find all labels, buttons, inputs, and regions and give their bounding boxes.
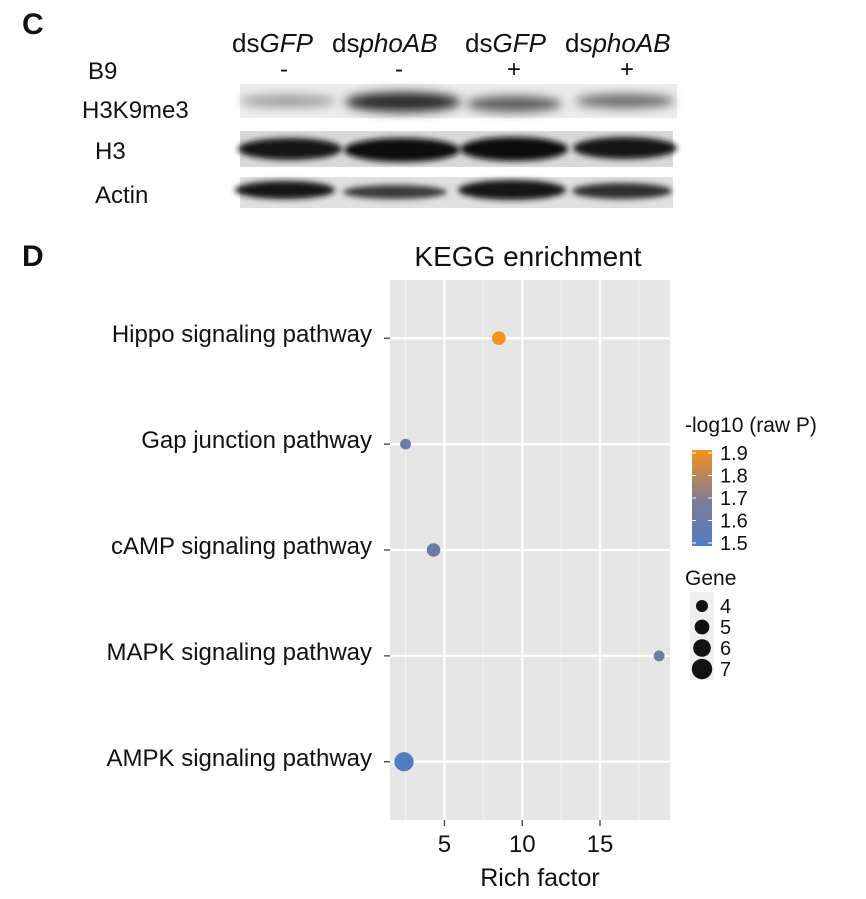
blot-label-h3: H3 (95, 138, 126, 165)
lane-label-3: dsGFP (465, 28, 546, 59)
lane-4-gene: phoAB (592, 28, 671, 58)
blot-strip-h3 (238, 131, 677, 167)
y-category-label: Gap junction pathway (141, 427, 372, 454)
color-legend-tick-label: 1.8 (720, 466, 748, 488)
lane-1-b9-sign: - (280, 56, 288, 83)
color-bar (692, 450, 712, 546)
color-legend-tick-label: 1.5 (720, 533, 748, 555)
x-tick-label: 10 (509, 831, 536, 858)
lane-1-gene: GFP (259, 28, 313, 58)
size-legend-dot (693, 639, 711, 657)
kegg-enrichment-chart: KEGG enrichment 5 10 15 Hippo signaling pat… (107, 241, 817, 892)
size-legend-title: Gene (685, 567, 736, 590)
blot-label-h3k9me3: H3K9me3 (82, 97, 189, 124)
lane-label-2: dsphoAB (332, 28, 438, 59)
y-category-label: cAMP signaling pathway (111, 533, 372, 560)
blot-strip-actin (235, 177, 673, 208)
lane-3-gene: GFP (492, 28, 546, 58)
data-point (400, 438, 411, 450)
color-legend-title: -log10 (raw P) (685, 414, 817, 437)
panel-c-letter: C (22, 8, 44, 41)
data-point (492, 331, 506, 346)
blot-strip-h3k9me3 (240, 84, 677, 118)
lane-4-b9-sign: + (620, 56, 635, 83)
y-category-label: Hippo signaling pathway (112, 321, 372, 348)
western-blot-image (235, 84, 677, 208)
size-legend-label: 7 (720, 659, 731, 681)
blot-label-actin: Actin (95, 182, 149, 209)
chart-title: KEGG enrichment (414, 241, 641, 272)
lane-3-prefix: ds (465, 28, 493, 58)
x-axis-label: Rich factor (480, 864, 599, 892)
size-legend-dot (696, 600, 708, 612)
color-legend-tick-label: 1.9 (720, 443, 748, 465)
panel-d-letter: D (22, 240, 44, 273)
lane-2-b9-sign: - (395, 56, 403, 83)
lane-2-gene: phoAB (359, 28, 438, 58)
size-legend-dot (694, 619, 710, 635)
color-legend-tick-label: 1.6 (720, 511, 748, 533)
treatment-label: B9 (88, 58, 118, 85)
size-legend-label: 5 (720, 617, 731, 639)
data-point (653, 650, 665, 662)
x-tick-label: 5 (438, 831, 451, 858)
lane-label-4: dsphoAB (565, 28, 671, 59)
data-point (394, 752, 414, 772)
data-point (426, 543, 441, 557)
lane-1-prefix: ds (232, 28, 260, 58)
lane-3-b9-sign: + (507, 56, 522, 83)
lane-label-1: dsGFP (232, 28, 313, 59)
x-tick-label: 15 (587, 831, 614, 858)
y-category-label: AMPK signaling pathway (107, 745, 372, 772)
size-legend-label: 6 (720, 638, 731, 660)
size-legend-dot (691, 658, 713, 680)
lane-4-prefix: ds (565, 28, 593, 58)
y-category-label: MAPK signaling pathway (107, 639, 372, 666)
lane-2-prefix: ds (332, 28, 360, 58)
color-legend-tick-label: 1.7 (720, 488, 748, 510)
size-legend-label: 4 (720, 596, 731, 618)
